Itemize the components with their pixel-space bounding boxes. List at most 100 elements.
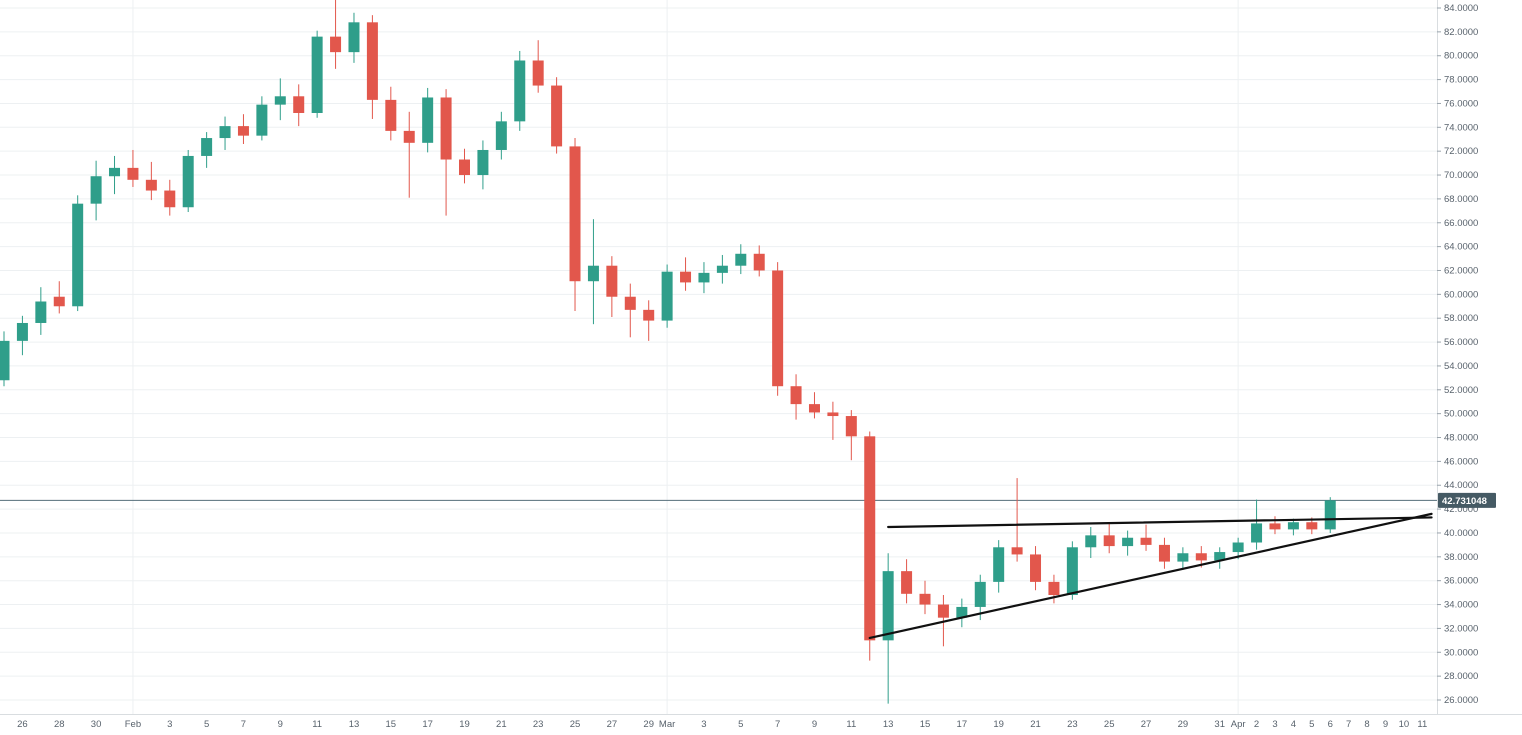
x-axis-label: 21 (496, 719, 507, 730)
candle-body (1158, 544, 1170, 562)
candle-body (164, 190, 176, 208)
candle-body (1085, 535, 1097, 548)
candle-body (366, 22, 378, 100)
candle-body (937, 604, 949, 618)
x-axis-label: 15 (920, 719, 931, 730)
candle (237, 114, 249, 145)
candle-body (808, 404, 820, 413)
candle (72, 195, 84, 312)
candle-body (882, 571, 894, 641)
candle (1122, 530, 1134, 556)
candle-body (1103, 535, 1115, 547)
x-axis-label: 10 (1399, 719, 1410, 730)
y-axis-label: 30.0000 (1444, 647, 1478, 658)
candle (182, 149, 194, 213)
x-axis-label: 3 (167, 719, 172, 730)
candle (1324, 497, 1336, 533)
x-axis-label: Apr (1231, 719, 1246, 730)
candle (680, 257, 692, 291)
candle-body (974, 581, 986, 607)
candle-body (514, 60, 526, 122)
y-axis-label: 80.0000 (1444, 51, 1478, 62)
candle (551, 77, 563, 154)
x-axis-label: 3 (701, 719, 706, 730)
x-axis-label: 25 (1104, 719, 1115, 730)
candle (1158, 537, 1170, 569)
x-axis-label: 23 (1067, 719, 1078, 730)
candle (1066, 541, 1078, 600)
y-axis-label: 72.0000 (1444, 146, 1478, 157)
candle-body (1214, 552, 1226, 561)
candle-body (1306, 522, 1318, 530)
candle (0, 331, 10, 387)
candle-body (1195, 553, 1207, 561)
candle-body (403, 130, 415, 143)
candle (1214, 547, 1226, 569)
x-axis-label: 13 (349, 719, 360, 730)
trend-line-resistance[interactable] (887, 516, 1433, 529)
x-axis-label: 5 (1309, 719, 1314, 730)
y-axis-label: 58.0000 (1444, 313, 1478, 324)
x-axis-label: 17 (957, 719, 968, 730)
candle (1030, 546, 1042, 591)
x-axis-label: 31 (1214, 719, 1225, 730)
candle (366, 15, 378, 119)
candle-body (440, 97, 452, 160)
candle (606, 256, 618, 318)
candle-body (201, 138, 213, 156)
candle-body (716, 265, 728, 273)
y-axis-label: 54.0000 (1444, 361, 1478, 372)
candle (1011, 478, 1023, 562)
y-axis-label: 82.0000 (1444, 27, 1478, 38)
candle-body (237, 126, 249, 136)
candle (35, 287, 47, 335)
candle (845, 410, 857, 461)
candle-body (587, 265, 599, 282)
candle-body (661, 271, 673, 321)
candle-body (1048, 581, 1060, 596)
candle (882, 553, 894, 704)
candle (1085, 527, 1097, 559)
y-axis-label: 62.0000 (1444, 265, 1478, 276)
candle (90, 160, 102, 221)
time-axis[interactable]: 26 28 30 Feb 3 5 7 9 11 13 15 17 19 21 23 25 27 29 Mar 3 5 7 9… (0, 714, 1522, 735)
candle (1103, 523, 1115, 554)
y-axis-label: 46.0000 (1444, 456, 1478, 467)
y-axis-label: 68.0000 (1444, 194, 1478, 205)
candle-body (0, 340, 10, 381)
trend-line-support[interactable] (868, 512, 1433, 640)
candle (459, 148, 470, 184)
y-axis-label: 48.0000 (1444, 433, 1478, 444)
x-axis-label: Mar (659, 719, 675, 730)
x-axis-label: 15 (386, 719, 397, 730)
candle (735, 244, 747, 275)
candle-body (569, 146, 581, 282)
x-axis-label: 9 (278, 719, 283, 730)
candle-body (864, 436, 876, 641)
candle-body (1251, 523, 1263, 543)
candle-body (753, 253, 765, 271)
candle-body (956, 606, 968, 618)
y-axis-label: 84.0000 (1444, 3, 1478, 14)
candle (127, 149, 139, 187)
x-axis-label: 3 (1272, 719, 1277, 730)
price-axis[interactable]: 26.0000 28.0000 30.0000 32.0000 34.0000 36.00… (1437, 0, 1522, 735)
candle-body (330, 36, 342, 53)
candle-body (1011, 547, 1023, 555)
candle (569, 138, 581, 312)
candle-body (53, 296, 65, 307)
x-axis-label: 27 (607, 719, 618, 730)
current-price-value: 42.731048 (1442, 496, 1487, 507)
candle-body (1066, 547, 1078, 596)
trend-lines[interactable] (868, 512, 1433, 640)
price-axis-background[interactable] (1437, 0, 1522, 735)
candle (164, 179, 176, 216)
time-axis-background[interactable] (0, 714, 1522, 735)
candle (772, 262, 784, 396)
candle (53, 281, 65, 314)
candle (1177, 547, 1189, 570)
x-axis-label: 19 (459, 719, 470, 730)
y-axis-label: 26.0000 (1444, 695, 1478, 706)
candle (477, 140, 489, 190)
